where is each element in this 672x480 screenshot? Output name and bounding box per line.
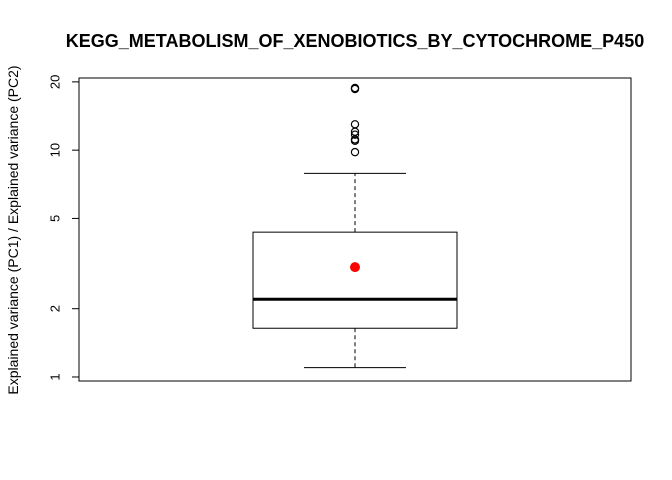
boxplot: [252, 83, 458, 369]
y-axis-label: Explained variance (PC1) / Explained var…: [5, 65, 21, 394]
y-tick-label: 10: [48, 143, 63, 157]
y-tick-label: 5: [48, 215, 63, 222]
outlier-point: [350, 130, 360, 139]
iqr-box: [252, 231, 458, 329]
mean-point: [350, 262, 360, 273]
y-tick-label: 20: [48, 75, 63, 89]
outlier-point: [350, 120, 360, 129]
y-axis: 1 2 5 10 20: [48, 75, 80, 381]
y-tick-label: 2: [48, 305, 63, 312]
outlier-point: [350, 147, 360, 157]
chart-title: KEGG_METABOLISM_OF_XENOBIOTICS_BY_CYTOCH…: [66, 31, 644, 51]
y-tick-label: 1: [48, 373, 63, 380]
outlier-point: [350, 83, 360, 93]
